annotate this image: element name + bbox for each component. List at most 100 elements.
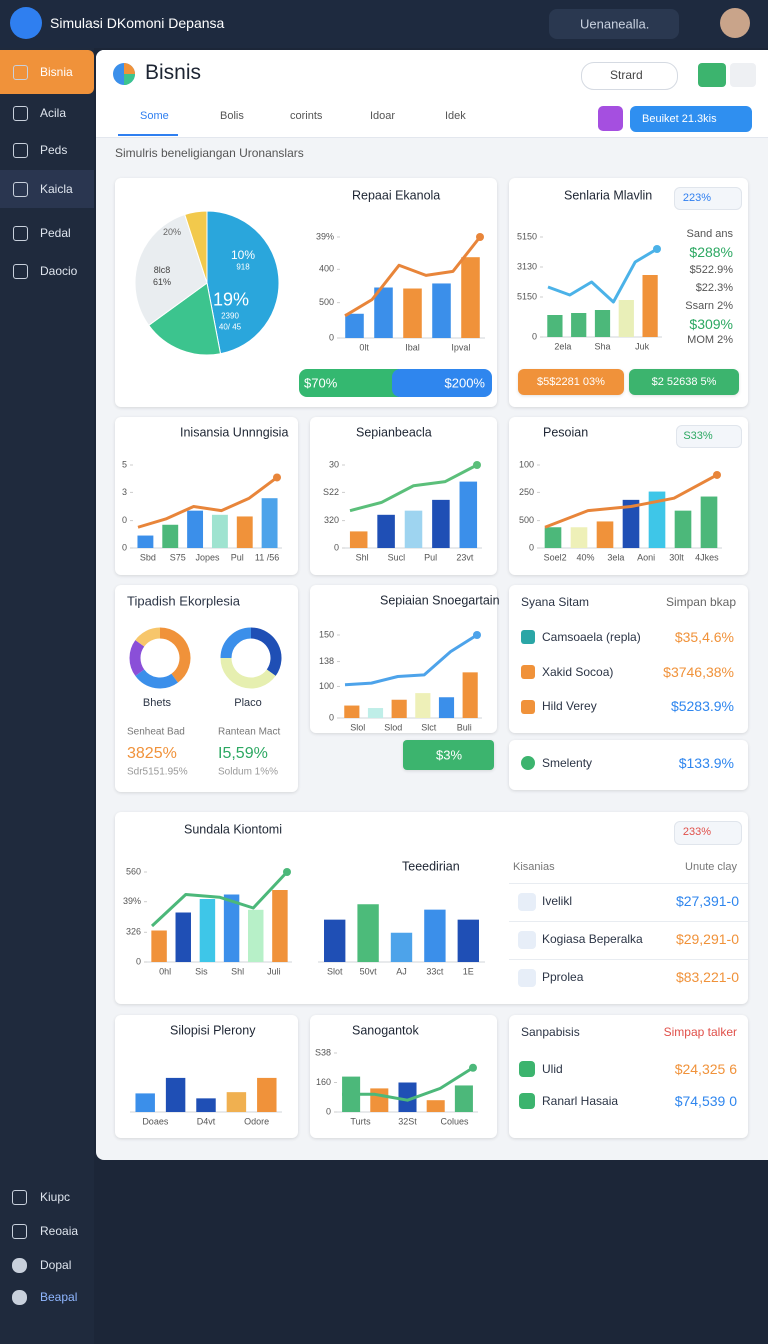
pill-label: $70%: [304, 375, 338, 391]
green-button[interactable]: [403, 740, 494, 770]
bar: [135, 1093, 155, 1112]
search-box[interactable]: [549, 9, 679, 39]
sidebar-icon[interactable]: [12, 1224, 27, 1239]
badge[interactable]: [674, 821, 742, 845]
sidebar-icon[interactable]: [12, 1190, 27, 1205]
sidebar-icon[interactable]: [13, 106, 28, 121]
x-tick-label: 2ela: [554, 341, 571, 351]
sidebar-active[interactable]: [0, 50, 94, 94]
sidebar-icon[interactable]: [13, 143, 28, 158]
avatar[interactable]: [720, 8, 750, 38]
x-tick-label: 3ela: [607, 552, 624, 562]
sidebar-item: Daocio: [40, 264, 78, 278]
stat-value: 3825%: [127, 745, 177, 762]
x-tick-label: 50vt: [360, 966, 378, 976]
logo[interactable]: [10, 7, 42, 39]
action-button[interactable]: [630, 106, 752, 132]
purple-button[interactable]: [598, 106, 623, 131]
row-value: $83,221-0: [675, 969, 739, 985]
legend-item: Ssarn 2%: [685, 300, 733, 312]
bar: [438, 697, 455, 718]
divider: [509, 921, 748, 922]
bar: [404, 510, 423, 548]
sidebar-item: Dopal: [40, 1258, 72, 1272]
line-end: [653, 245, 661, 253]
x-tick-label: Juli: [267, 966, 281, 976]
badge[interactable]: [674, 187, 742, 210]
sidebar-item: Kaicla: [40, 182, 73, 196]
row-name: Ivelikl: [542, 894, 573, 908]
bar: [272, 890, 288, 962]
sidebar-icon[interactable]: [12, 1258, 27, 1273]
stat-sub: Soldum 1%%: [218, 766, 279, 778]
bar: [196, 1098, 216, 1112]
bar: [547, 315, 563, 337]
y-tick-label: 138: [319, 656, 334, 666]
x-tick-label: 33ct: [426, 966, 444, 976]
icon-button[interactable]: [698, 63, 726, 87]
orange-button[interactable]: [518, 369, 624, 395]
sidebar-icon[interactable]: [12, 1290, 27, 1305]
bar: [324, 919, 346, 962]
y-tick-label: S22: [323, 487, 339, 497]
green-button[interactable]: [629, 369, 739, 395]
bar: [700, 496, 718, 548]
bar: [226, 1092, 247, 1112]
bar: [187, 510, 204, 548]
bar: [151, 930, 167, 962]
bar: [571, 313, 587, 337]
card: [115, 1015, 298, 1138]
sidebar-icon[interactable]: [13, 264, 28, 279]
bar: [544, 527, 562, 548]
search-button-label: Strard: [610, 68, 643, 82]
sidebar-item: Bisnia: [40, 65, 73, 79]
donut-segment: [135, 669, 178, 689]
chart-title: Senlaria Mlavlin: [564, 188, 652, 202]
pie-slice: [148, 282, 222, 356]
badge[interactable]: [676, 425, 742, 448]
bar: [390, 932, 413, 962]
stat-caption: Senheat Bad: [127, 726, 185, 738]
y-tick-label: 0: [136, 956, 141, 966]
pie-label: 40/ 45: [218, 322, 242, 332]
x-tick-label: Pul: [231, 552, 244, 562]
logo-pie: [124, 63, 135, 74]
chart-title: Silopisi Plerony: [170, 1023, 256, 1037]
x-tick-label: Shl: [231, 966, 244, 976]
card: [509, 1015, 748, 1138]
pie-label: 8lc8: [153, 265, 171, 275]
x-tick-label: 11 /56: [255, 552, 279, 562]
sidebar-icon[interactable]: [13, 182, 28, 197]
bar: [257, 1077, 277, 1112]
pie-slice: [184, 210, 208, 284]
line: [150, 870, 289, 928]
tab: Some: [140, 110, 169, 122]
sidebar-icon[interactable]: [13, 65, 28, 80]
bar: [223, 894, 240, 962]
row-name: Ulid: [542, 1062, 563, 1076]
y-tick-label: 0: [122, 542, 127, 552]
line: [349, 463, 478, 513]
pie-label: 2390: [221, 311, 239, 321]
bar: [175, 912, 191, 962]
menu-button[interactable]: [730, 63, 756, 87]
pie-label: 918: [236, 262, 250, 272]
x-tick-label: 0hl: [159, 966, 171, 976]
y-tick-label: 326: [126, 927, 141, 937]
card-title: Syana Sitam: [521, 595, 590, 609]
button-label: $5$2281 03%: [537, 376, 605, 388]
y-tick-label: S38: [315, 1047, 331, 1057]
search-button[interactable]: [581, 62, 678, 90]
pie-label: 19%: [212, 289, 250, 310]
page-title: Bisnis: [145, 61, 202, 84]
y-tick-label: 100: [319, 681, 334, 691]
x-tick-label: Sbd: [140, 552, 156, 562]
legend-item: Sand ans: [686, 228, 733, 240]
table-header: Kisanias: [513, 861, 555, 873]
y-tick-label: 5: [122, 459, 127, 469]
bar: [459, 481, 478, 548]
bar: [642, 275, 658, 337]
sidebar-icon[interactable]: [13, 226, 28, 241]
line: [344, 236, 482, 318]
